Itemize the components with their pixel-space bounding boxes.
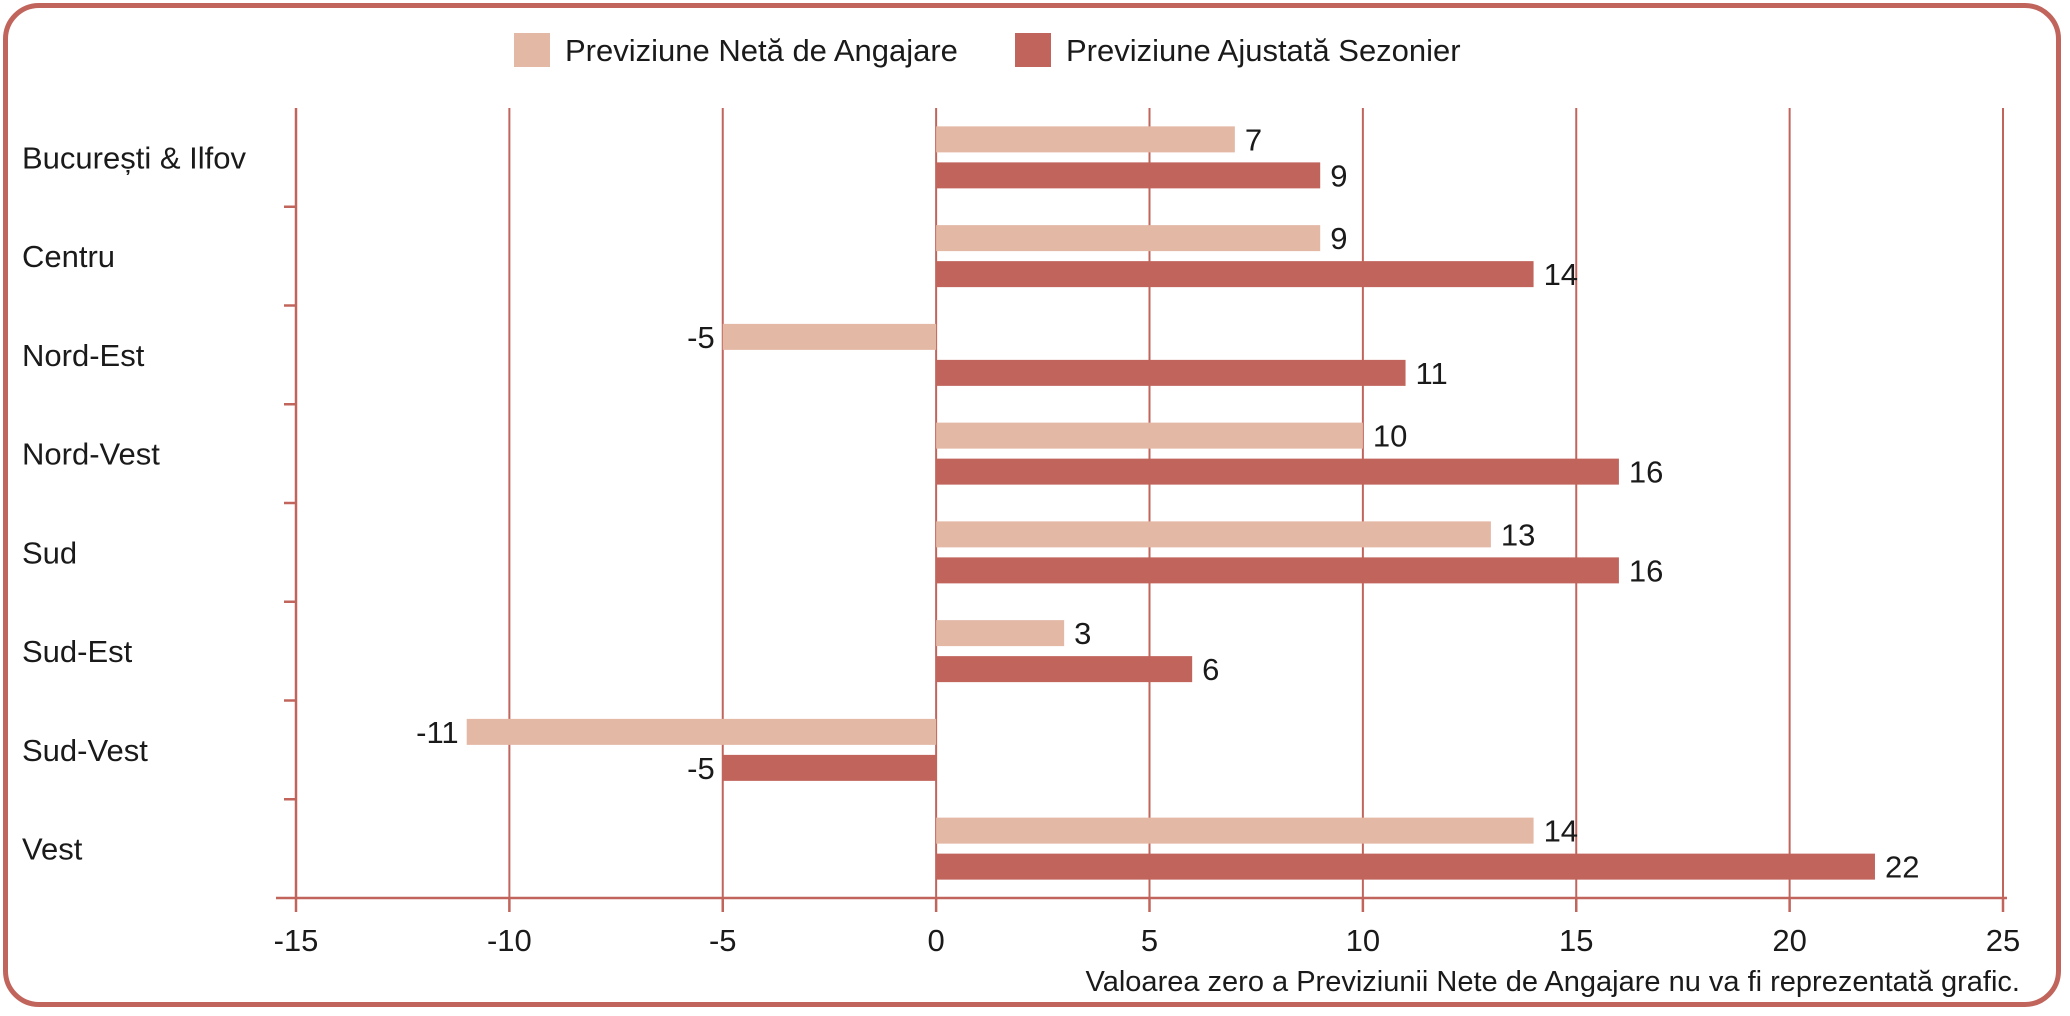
value-label-series-2-3: 11 <box>1416 356 1448 391</box>
bar-series-1-3 <box>722 323 937 350</box>
bar-series-1-4 <box>936 422 1363 449</box>
x-tick-label--10: -10 <box>487 923 532 958</box>
bar-series-2-2 <box>936 261 1534 288</box>
value-label-series-1-5: 13 <box>1501 517 1535 552</box>
value-label-series-2-5: 16 <box>1629 553 1663 588</box>
legend: Previziune Netă de Angajare Previziune Aj… <box>514 33 1461 68</box>
value-label-series-1-6: 3 <box>1074 616 1091 651</box>
bar-series-1-7 <box>466 718 937 745</box>
category-label-1: București & Ilfov <box>22 140 246 175</box>
value-label-series-2-1: 9 <box>1330 158 1347 193</box>
value-label-series-1-1: 7 <box>1245 122 1262 157</box>
bar-series-2-3 <box>936 359 1406 386</box>
bar-series-1-5 <box>936 521 1491 548</box>
bar-series-2-6 <box>936 656 1193 683</box>
category-label-8: Vest <box>22 832 83 867</box>
category-label-3: Nord-Est <box>22 338 145 373</box>
x-tick-label-15: 15 <box>1559 923 1593 958</box>
x-tick-label--15: -15 <box>274 923 319 958</box>
x-tick-label-0: 0 <box>928 923 945 958</box>
x-tick-label-5: 5 <box>1141 923 1158 958</box>
bar-series-2-8 <box>936 853 1875 880</box>
legend-label-1: Previziune Netă de Angajare <box>565 33 958 68</box>
category-label-5: Sud <box>22 535 77 570</box>
category-label-6: Sud-Est <box>22 634 133 669</box>
value-label-series-2-2: 14 <box>1544 257 1578 292</box>
chart-note: Valoarea zero a Previziunii Nete de Anga… <box>1086 966 2020 998</box>
value-label-series-1-2: 9 <box>1330 221 1347 256</box>
x-tick-label-25: 25 <box>1986 923 2020 958</box>
bar-series-2-1 <box>936 162 1321 189</box>
x-tick-label-20: 20 <box>1772 923 1806 958</box>
bar-series-1-8 <box>936 817 1534 844</box>
value-label-series-2-6: 6 <box>1202 652 1219 687</box>
legend-swatch-2 <box>1015 33 1051 67</box>
category-label-4: Nord-Vest <box>22 437 160 472</box>
x-tick-label-10: 10 <box>1346 923 1380 958</box>
value-label-series-1-3: -5 <box>687 320 715 355</box>
bar-series-2-5 <box>936 557 1619 584</box>
legend-swatch-1 <box>514 33 550 67</box>
value-label-series-1-8: 14 <box>1544 814 1578 849</box>
bars: 7 9 9 14 -5 11 10 16 13 16 3 6 -11 -5 14 22 <box>416 122 1919 884</box>
bar-series-1-1 <box>936 126 1235 153</box>
value-label-series-2-4: 16 <box>1629 455 1663 490</box>
bar-series-1-2 <box>936 225 1321 252</box>
x-tick-label--5: -5 <box>709 923 737 958</box>
axes: București & Ilfov Centru Nord-Est Nord-Vest… <box>22 108 2020 958</box>
bar-series-2-7 <box>722 754 937 781</box>
category-label-2: Centru <box>22 239 115 274</box>
chart-frame <box>3 3 2061 1007</box>
legend-label-2: Previziune Ajustată Sezonier <box>1066 33 1461 68</box>
bar-series-2-4 <box>936 458 1619 485</box>
category-label-7: Sud-Vest <box>22 733 148 768</box>
bar-series-1-6 <box>936 620 1065 647</box>
value-label-series-1-7: -11 <box>416 715 459 750</box>
value-label-series-2-8: 22 <box>1885 850 1919 885</box>
value-label-series-1-4: 10 <box>1373 419 1407 454</box>
value-label-series-2-7: -5 <box>687 751 715 786</box>
